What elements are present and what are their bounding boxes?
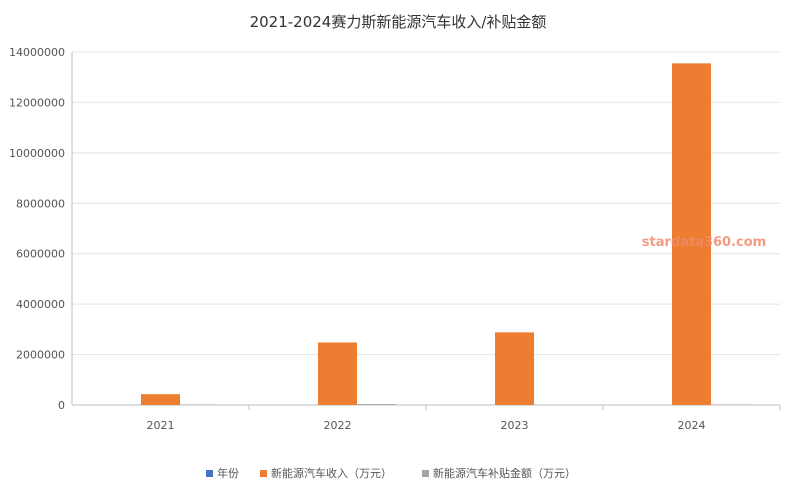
- x-tick-label: 2022: [324, 419, 352, 432]
- bar: [495, 332, 534, 405]
- x-axis-ticks: 2021 2022 2023 2024: [147, 405, 781, 432]
- x-tick-label: 2023: [501, 419, 529, 432]
- bar: [318, 342, 357, 405]
- legend-swatch: [260, 470, 267, 477]
- y-tick-label: 14000000: [9, 46, 65, 59]
- bar: [711, 404, 750, 405]
- watermark: stardata360.com: [642, 235, 766, 250]
- y-tick-label: 2000000: [16, 349, 65, 362]
- y-tick-label: 10000000: [9, 147, 65, 160]
- legend-swatch: [206, 470, 213, 477]
- y-tick-label: 0: [58, 399, 65, 412]
- legend-swatch: [422, 470, 429, 477]
- y-tick-label: 4000000: [16, 298, 65, 311]
- legend-label: 年份: [217, 466, 239, 480]
- x-tick-label: 2021: [147, 419, 175, 432]
- legend: 年份 新能源汽车收入（万元） 新能源汽车补贴金额（万元）: [206, 466, 576, 480]
- y-tick-label: 8000000: [16, 197, 65, 210]
- legend-label: 新能源汽车补贴金额（万元）: [433, 466, 576, 480]
- legend-label: 新能源汽车收入（万元）: [271, 466, 392, 480]
- bar: [357, 404, 396, 405]
- legend-item: 年份: [206, 466, 239, 480]
- y-tick-label: 12000000: [9, 96, 65, 109]
- legend-item: 新能源汽车收入（万元）: [260, 466, 392, 480]
- chart-title: 2021-2024赛力斯新能源汽车收入/补贴金额: [250, 13, 547, 31]
- legend-item: 新能源汽车补贴金额（万元）: [422, 466, 576, 480]
- y-axis-ticks: 0 2000000 4000000 6000000 8000000 10000000 120…: [9, 46, 65, 412]
- y-tick-label: 6000000: [16, 248, 65, 261]
- bar: [141, 394, 180, 405]
- x-tick-label: 2024: [678, 419, 706, 432]
